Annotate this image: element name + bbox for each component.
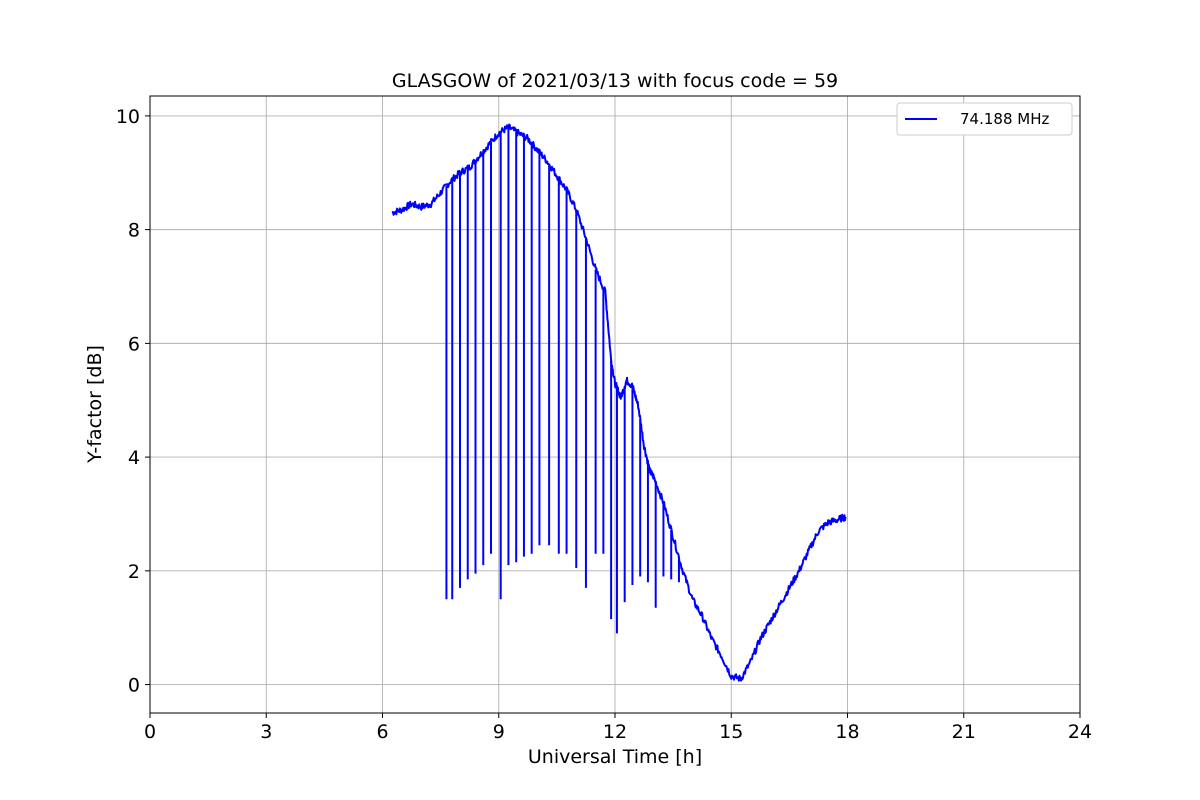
x-tick-label: 0 xyxy=(144,721,156,743)
legend-box xyxy=(896,102,1073,136)
x-tick-label: 21 xyxy=(952,721,976,743)
y-tick-label: 10 xyxy=(116,106,140,128)
y-axis-label: Y-factor [dB] xyxy=(84,345,106,464)
x-tick-label: 3 xyxy=(260,721,272,743)
x-tick-label: 18 xyxy=(835,721,859,743)
y-tick-label: 6 xyxy=(128,333,140,355)
chart-title: GLASGOW of 2021/03/13 with focus code = … xyxy=(392,70,838,92)
x-tick-label: 6 xyxy=(376,721,388,743)
legend: 74.188 MHz xyxy=(896,102,1073,136)
x-tick-label: 12 xyxy=(603,721,627,743)
y-tick-label: 2 xyxy=(128,561,140,583)
y-tick-label: 4 xyxy=(128,447,140,469)
x-tick-label: 24 xyxy=(1068,721,1092,743)
x-tick-label: 9 xyxy=(493,721,505,743)
y-tick-label: 8 xyxy=(128,220,140,242)
plot-area xyxy=(391,123,847,682)
x-tick-label: 15 xyxy=(719,721,743,743)
x-axis-ticks: 0 3 6 9 12 15 18 21 24 xyxy=(144,713,1092,743)
x-axis-label: Universal Time [h] xyxy=(528,746,702,768)
y-tick-label: 0 xyxy=(128,675,140,697)
y-axis-ticks: 0 2 4 6 8 10 xyxy=(116,106,150,697)
legend-entry-label: 74.188 MHz xyxy=(960,110,1049,128)
